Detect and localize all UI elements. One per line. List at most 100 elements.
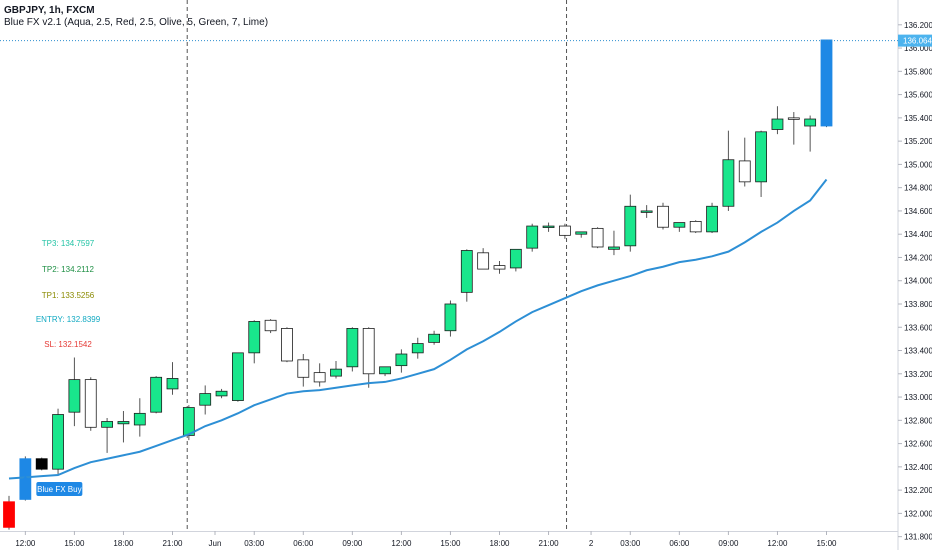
- x-tick-label: 03:00: [244, 539, 265, 548]
- candle-body: [330, 368, 342, 377]
- candle-body: [575, 231, 588, 235]
- candle[interactable]: [379, 366, 391, 377]
- candle-body: [542, 225, 555, 228]
- candle[interactable]: [787, 112, 800, 145]
- x-tick-label: Jun: [209, 539, 222, 548]
- candle[interactable]: [297, 354, 310, 387]
- candle[interactable]: [771, 106, 784, 135]
- candle[interactable]: [117, 411, 130, 443]
- candle-body: [755, 131, 767, 183]
- candle-body: [101, 421, 113, 428]
- candle[interactable]: [166, 362, 179, 395]
- y-tick-label: 132.600: [904, 440, 932, 449]
- candle[interactable]: [804, 115, 817, 152]
- y-tick-label: 134.800: [904, 184, 932, 193]
- candle[interactable]: [101, 417, 113, 453]
- candle[interactable]: [133, 398, 146, 437]
- candle[interactable]: [509, 248, 522, 272]
- last-price-tag[interactable]: [898, 34, 932, 47]
- candle[interactable]: [608, 230, 620, 256]
- candle[interactable]: [346, 327, 359, 372]
- candle[interactable]: [755, 130, 767, 197]
- candle-body: [640, 210, 653, 213]
- candle[interactable]: [68, 357, 81, 427]
- candle[interactable]: [215, 388, 228, 399]
- candle[interactable]: [738, 137, 751, 187]
- candle[interactable]: [35, 457, 48, 471]
- buy-signal-box: [36, 482, 83, 496]
- entry-label: ENTRY: 132.8399: [36, 315, 101, 324]
- y-tick-label: 134.200: [904, 253, 932, 262]
- x-tick-label: 12:00: [15, 539, 36, 548]
- candle[interactable]: [591, 227, 604, 249]
- candle-body: [182, 407, 195, 436]
- y-tick-label: 133.000: [904, 393, 932, 402]
- buy-signal-label: Blue FX Buy: [37, 485, 81, 494]
- y-tick-label: 135.800: [904, 67, 932, 76]
- candle-body: [820, 39, 833, 127]
- x-tick-label: 2: [589, 539, 594, 548]
- x-tick-label: 06:00: [669, 539, 690, 548]
- candle-body: [477, 252, 490, 270]
- candle-body: [624, 205, 637, 247]
- candle-body: [231, 352, 244, 401]
- candle[interactable]: [673, 222, 686, 232]
- candle[interactable]: [624, 194, 637, 252]
- candle-body: [559, 225, 571, 236]
- candle[interactable]: [444, 300, 457, 337]
- candle[interactable]: [689, 220, 702, 234]
- candle[interactable]: [281, 327, 293, 363]
- candle-body: [35, 458, 48, 470]
- candle-body: [264, 319, 277, 332]
- candle[interactable]: [460, 249, 473, 302]
- candle-body: [444, 303, 457, 332]
- candle[interactable]: [231, 352, 244, 402]
- candle-body: [657, 205, 669, 228]
- candle[interactable]: [722, 130, 735, 211]
- candle-body: [395, 353, 408, 367]
- candle[interactable]: [150, 376, 163, 414]
- candle-body: [84, 379, 97, 428]
- candle[interactable]: [493, 260, 506, 274]
- candle[interactable]: [52, 408, 64, 475]
- candle[interactable]: [575, 231, 588, 238]
- y-tick-label: 135.400: [904, 114, 932, 123]
- candle[interactable]: [640, 205, 653, 218]
- candle[interactable]: [362, 327, 375, 388]
- y-tick-label: 133.200: [904, 370, 932, 379]
- indicator-title[interactable]: Blue FX v2.1 (Aqua, 2.5, Red, 2.5, Olive…: [4, 17, 269, 28]
- candle[interactable]: [313, 363, 326, 387]
- candle-body: [248, 321, 261, 354]
- candle[interactable]: [657, 202, 669, 230]
- candle[interactable]: [411, 337, 424, 359]
- x-tick-label: 21:00: [539, 539, 560, 548]
- candle-body: [346, 328, 359, 368]
- candle-body: [804, 118, 817, 127]
- buy-signal-marker[interactable]: Blue FX Buy: [20, 476, 83, 496]
- candle[interactable]: [395, 349, 408, 373]
- y-tick-label: 136.200: [904, 21, 932, 30]
- candle[interactable]: [820, 39, 833, 128]
- candle-body: [379, 366, 391, 375]
- x-tick-label: 18:00: [113, 539, 134, 548]
- candle-body: [428, 333, 441, 343]
- candle[interactable]: [199, 385, 212, 415]
- candle[interactable]: [3, 495, 15, 530]
- x-tick-label: 18:00: [489, 539, 510, 548]
- x-tick-label: 15:00: [64, 539, 85, 548]
- candle[interactable]: [706, 202, 718, 234]
- sl-label: SL: 132.1542: [44, 340, 92, 349]
- y-tick-label: 132.200: [904, 486, 932, 495]
- candle[interactable]: [248, 320, 261, 364]
- candle[interactable]: [428, 330, 441, 345]
- candle[interactable]: [264, 319, 277, 334]
- candle[interactable]: [559, 223, 571, 239]
- candle[interactable]: [84, 377, 97, 431]
- candle[interactable]: [477, 248, 490, 270]
- candle-body: [689, 220, 702, 233]
- candle[interactable]: [330, 360, 342, 379]
- candle[interactable]: [542, 222, 555, 232]
- candle[interactable]: [526, 223, 539, 252]
